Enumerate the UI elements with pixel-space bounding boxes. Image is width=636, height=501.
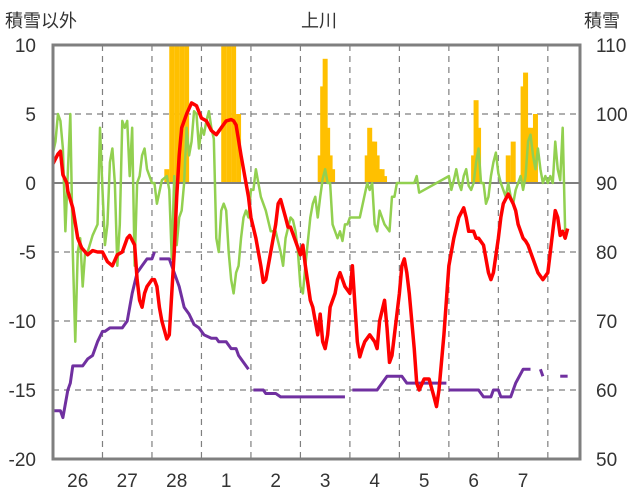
temperature-line bbox=[51, 101, 570, 409]
wind-line bbox=[51, 109, 567, 343]
y-right-tick-label: 50 bbox=[596, 450, 617, 471]
plot-frame bbox=[51, 43, 582, 461]
snow-depth-line bbox=[53, 251, 156, 420]
x-day-label: 6 bbox=[468, 471, 479, 492]
precipitation-bar bbox=[221, 45, 227, 183]
y-left-tick-label: -15 bbox=[9, 381, 36, 402]
x-day-label: 2 bbox=[270, 471, 281, 492]
series-lines bbox=[51, 101, 570, 420]
x-day-label: 1 bbox=[221, 471, 232, 492]
y-axis-right-label: 積雪 bbox=[584, 11, 620, 32]
snow-depth-line bbox=[159, 257, 250, 371]
precipitation-bar bbox=[382, 176, 388, 183]
snow-depth-line bbox=[253, 388, 345, 399]
x-day-label: 27 bbox=[117, 471, 138, 492]
precipitation-bar bbox=[174, 45, 180, 183]
y-right-tick-label: 90 bbox=[596, 174, 617, 195]
precipitation-bar bbox=[510, 141, 516, 183]
y-left-tick-label: 5 bbox=[25, 105, 36, 126]
x-day-label: 3 bbox=[320, 471, 331, 492]
x-axis-day-labels: 26 27 28 1 2 3 4 5 6 7 bbox=[67, 471, 528, 492]
precipitation-bar bbox=[231, 45, 237, 183]
x-day-label: 5 bbox=[419, 471, 430, 492]
y-left-tick-label: -20 bbox=[9, 450, 36, 471]
y-left-tick-label: -10 bbox=[9, 312, 36, 333]
y-axis-left-ticks: 10 5 0 -5 -10 -15 -20 bbox=[9, 36, 36, 471]
y-left-tick-label: 0 bbox=[25, 174, 36, 195]
snow-depth-line bbox=[539, 368, 545, 377]
precipitation-bar bbox=[330, 169, 336, 183]
snow-depth-line bbox=[448, 367, 531, 399]
y-left-tick-label: -5 bbox=[19, 243, 36, 264]
y-right-tick-label: 80 bbox=[596, 243, 617, 264]
y-left-tick-label: 10 bbox=[15, 36, 36, 57]
x-day-label: 28 bbox=[166, 471, 187, 492]
y-right-tick-label: 100 bbox=[596, 105, 628, 126]
y-right-tick-label: 60 bbox=[596, 381, 617, 402]
x-day-label: 4 bbox=[369, 471, 380, 492]
x-day-label: 26 bbox=[67, 471, 88, 492]
chart-title: 上川 bbox=[301, 11, 337, 32]
snow-depth-line bbox=[352, 374, 447, 392]
y-axis-right-ticks: 110 100 90 80 70 60 50 bbox=[596, 36, 628, 471]
precipitation-bar bbox=[532, 114, 538, 183]
y-axis-left-label: 積雪以外 bbox=[5, 11, 77, 32]
precipitation-bar bbox=[322, 58, 328, 183]
x-day-label: 7 bbox=[518, 471, 529, 492]
precipitation-bar bbox=[179, 45, 185, 183]
y-right-tick-label: 70 bbox=[596, 312, 617, 333]
y-right-tick-label: 110 bbox=[596, 36, 626, 57]
precipitation-bar bbox=[226, 45, 232, 183]
precipitation-bar bbox=[505, 155, 511, 183]
precipitation-bar bbox=[169, 45, 175, 183]
